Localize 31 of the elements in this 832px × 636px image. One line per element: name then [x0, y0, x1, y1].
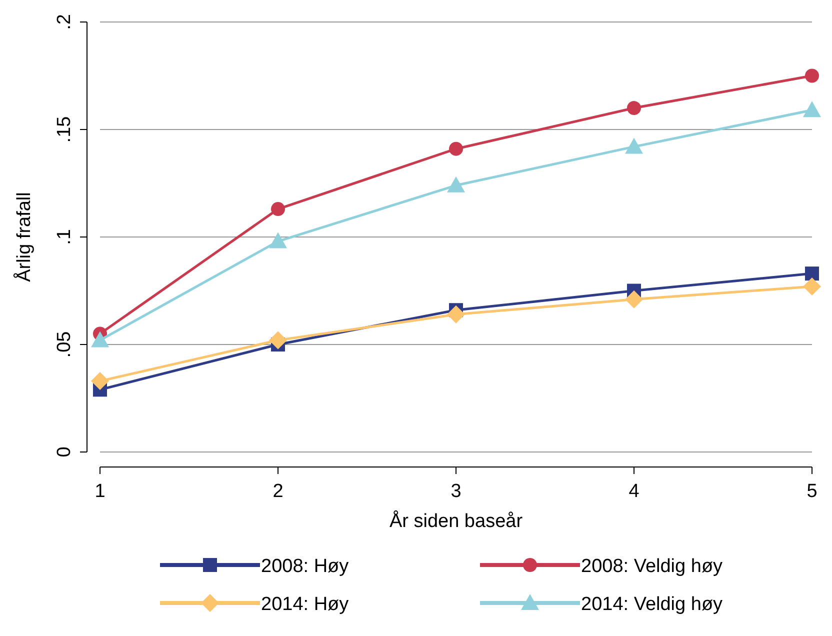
point: [447, 305, 465, 324]
x-tick-label: 3: [450, 481, 462, 502]
y-tick-label: .1: [54, 229, 75, 245]
point: [449, 142, 463, 156]
y-tick-label: 0: [54, 446, 75, 458]
point: [627, 101, 641, 115]
point: [805, 266, 819, 281]
y-tick-label: .2: [54, 14, 75, 30]
y-tick-label: .05: [54, 331, 75, 358]
y-tick-label: .15: [54, 116, 75, 143]
point: [625, 138, 643, 154]
point: [269, 232, 287, 248]
legend-label: 2008: Veldig høy: [581, 556, 724, 577]
legend-label: 2014: Veldig høy: [581, 594, 724, 615]
legend-label: 2014: Høy: [261, 594, 350, 615]
point: [271, 202, 285, 216]
point: [625, 290, 643, 308]
legend-label: 2008: Høy: [261, 556, 350, 577]
x-tick-label: 1: [94, 481, 106, 502]
point: [805, 68, 819, 83]
x-axis-title: År siden baseår: [389, 510, 524, 532]
y-axis-title: Årlig frafall: [13, 192, 35, 282]
point: [91, 331, 109, 348]
x-tick-label: 2: [272, 481, 284, 502]
point: [447, 176, 465, 192]
point: [269, 331, 287, 350]
point: [803, 277, 821, 296]
point: [91, 372, 109, 390]
x-tick-label: 5: [806, 481, 818, 502]
x-tick-label: 4: [628, 481, 640, 502]
point: [803, 101, 821, 118]
